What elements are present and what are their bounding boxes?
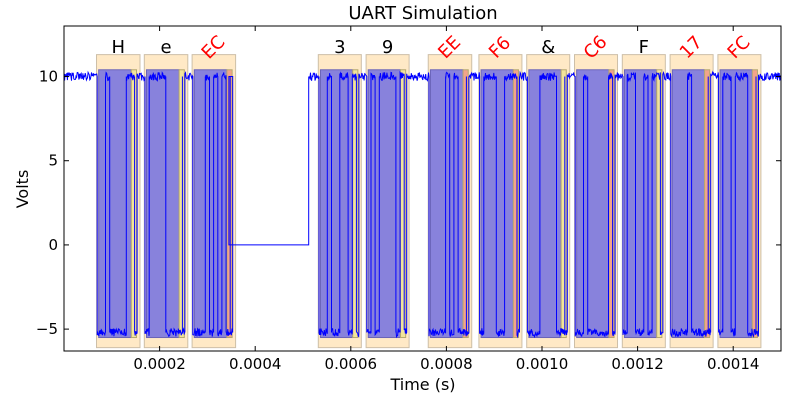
x-tick-label: 0.0004 xyxy=(229,355,282,373)
stop-bit-region xyxy=(352,69,359,339)
data-bits-region xyxy=(145,69,180,339)
x-tick-label: 0.0010 xyxy=(516,355,569,373)
frame-label: F xyxy=(639,37,649,58)
frame-label: H xyxy=(111,37,125,58)
x-tick-label: 0.0006 xyxy=(325,355,378,373)
stop-bit-region xyxy=(178,69,185,339)
x-axis: 0.0002 0.0004 0.0006 0.0008 0.0010 0.0012 0.00… xyxy=(133,26,759,373)
frame-8: C6 xyxy=(574,32,619,349)
x-tick-label: 0.0012 xyxy=(611,355,664,373)
signal-trace xyxy=(63,70,782,339)
data-bits-region xyxy=(623,69,658,339)
stop-bit-region xyxy=(400,69,407,339)
frame-7: & xyxy=(526,37,571,349)
frame-label: e xyxy=(161,37,172,58)
x-axis-label: Time (s) xyxy=(389,375,455,394)
x-tick-label: 0.0008 xyxy=(420,355,473,373)
stop-bit-region xyxy=(608,69,615,339)
y-tick-label: 5 xyxy=(48,152,58,170)
chart-title: UART Simulation xyxy=(348,3,497,24)
stop-bit-region xyxy=(560,69,567,339)
stop-bit-region xyxy=(226,69,233,339)
stop-bit-region xyxy=(462,69,469,339)
frame-6: F6 xyxy=(478,32,523,349)
data-bits-region xyxy=(480,69,514,339)
data-bits-region xyxy=(576,69,610,339)
frame-label: 9 xyxy=(382,37,393,58)
x-tick-label: 0.0002 xyxy=(133,355,186,373)
data-bits-region xyxy=(319,69,354,339)
frame-label: & xyxy=(541,37,555,58)
y-tick-label: 0 xyxy=(48,236,58,254)
data-bits-region xyxy=(671,69,706,339)
x-tick-label: 0.0014 xyxy=(707,355,760,373)
y-tick-label: 10 xyxy=(39,68,58,86)
stop-bit-region xyxy=(751,69,758,339)
data-bits-region xyxy=(367,69,402,339)
frame-0: H xyxy=(96,37,141,349)
y-axis-label: Volts xyxy=(13,170,32,209)
stop-bit-region xyxy=(512,69,519,339)
stop-bit-region xyxy=(130,69,138,339)
stop-bit-region xyxy=(656,69,663,339)
y-axis: −5 0 5 10 xyxy=(36,68,781,338)
data-bits-region xyxy=(429,69,464,339)
signal-layer xyxy=(63,70,782,339)
plot-area-frame xyxy=(63,25,782,352)
stop-bit-region xyxy=(704,69,711,339)
y-tick-label: −5 xyxy=(36,320,58,338)
frame-label: 3 xyxy=(334,37,345,58)
data-bits-region xyxy=(719,69,753,339)
frame-11: FC xyxy=(717,32,762,349)
frame-4: 9 xyxy=(365,37,410,349)
